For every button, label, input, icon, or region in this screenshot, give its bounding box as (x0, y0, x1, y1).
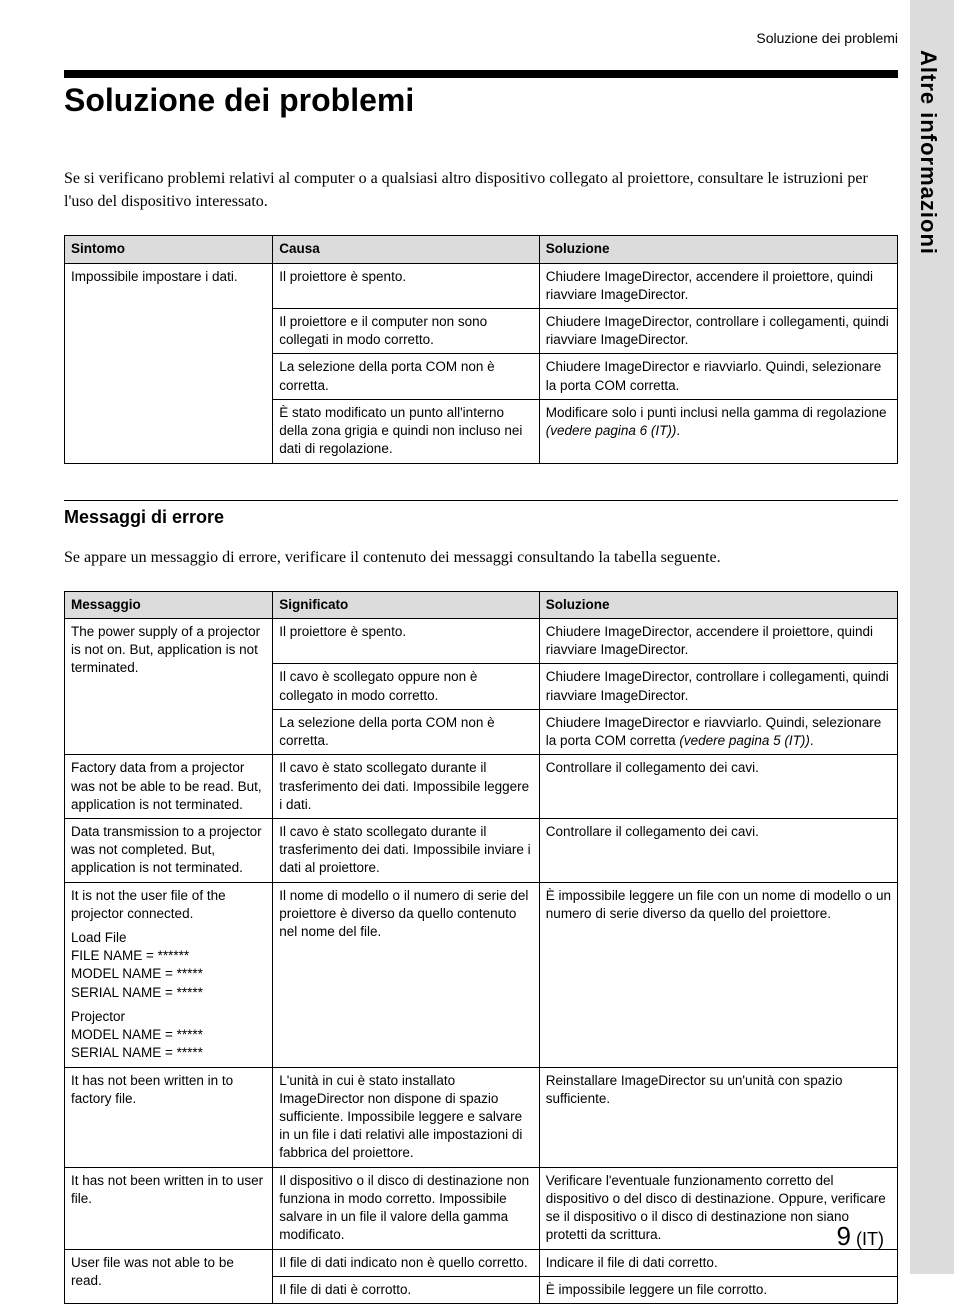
cell-solution: Chiudere ImageDirector, accendere il pro… (539, 618, 897, 663)
messages-table: Messaggio Significato Soluzione The powe… (64, 591, 898, 1304)
symptoms-table: Sintomo Causa Soluzione Impossibile impo… (64, 235, 898, 463)
cell-solution: È impossibile leggere un file corrotto. (539, 1276, 897, 1303)
cell-meaning: L'unità in cui è stato installato ImageD… (273, 1067, 540, 1167)
subsection-title: Messaggi di errore (64, 507, 928, 528)
cell-meaning: Il cavo è stato scollegato durante il tr… (273, 818, 540, 882)
table-row: Impossibile impostare i dati. Il proiett… (65, 263, 898, 308)
cell-message: It is not the user file of the projector… (65, 882, 273, 1067)
cell-symptom: Impossibile impostare i dati. (65, 263, 273, 463)
cell-meaning: Il proiettore è spento. (273, 618, 540, 663)
table-row: Factory data from a projector was not be… (65, 755, 898, 819)
col-header-meaning: Significato (273, 591, 540, 618)
cell-message: It has not been written in to user file. (65, 1167, 273, 1249)
cell-solution: Controllare il collegamento dei cavi. (539, 818, 897, 882)
cell-solution: Chiudere ImageDirector, controllare i co… (539, 309, 897, 354)
page-content: Soluzione dei problemi Soluzione dei pro… (0, 0, 954, 1304)
cell-meaning: Il cavo è stato scollegato durante il tr… (273, 755, 540, 819)
cell-cause: È stato modificato un punto all'interno … (273, 399, 540, 463)
cell-meaning: Il file di dati è corrotto. (273, 1276, 540, 1303)
table-header-row: Messaggio Significato Soluzione (65, 591, 898, 618)
cell-solution: Chiudere ImageDirector e riavviarlo. Qui… (539, 354, 897, 399)
col-header-cause: Causa (273, 236, 540, 263)
intro-paragraph: Se si verificano problemi relativi al co… (64, 167, 898, 213)
subsection-intro: Se appare un messaggio di errore, verifi… (64, 546, 898, 569)
text: . (676, 423, 680, 438)
running-header: Soluzione dei problemi (64, 30, 928, 46)
cell-message: User file was not able to be read. (65, 1249, 273, 1303)
text: Load File FILE NAME = ****** MODEL NAME … (71, 929, 266, 1002)
table-row: It has not been written in to factory fi… (65, 1067, 898, 1167)
cell-solution: Indicare il file di dati corretto. (539, 1249, 897, 1276)
cell-meaning: Il file di dati indicato non è quello co… (273, 1249, 540, 1276)
cell-solution: Chiudere ImageDirector, accendere il pro… (539, 263, 897, 308)
reference-italic: (vedere pagina 6 (IT)) (546, 423, 677, 438)
cell-cause: Il proiettore e il computer non sono col… (273, 309, 540, 354)
title-rule (64, 70, 898, 78)
cell-solution: Chiudere ImageDirector e riavviarlo. Qui… (539, 709, 897, 754)
cell-cause: Il proiettore è spento. (273, 263, 540, 308)
cell-message: The power supply of a projector is not o… (65, 618, 273, 754)
col-header-solution: Soluzione (539, 591, 897, 618)
cell-solution: Reinstallare ImageDirector su un'unità c… (539, 1067, 897, 1167)
table-row: Data transmission to a projector was not… (65, 818, 898, 882)
table-row: User file was not able to be read. Il fi… (65, 1249, 898, 1276)
page-number: 9 (IT) (837, 1221, 884, 1252)
col-header-solution: Soluzione (539, 236, 897, 263)
text: Projector MODEL NAME = ***** SERIAL NAME… (71, 1008, 266, 1063)
cell-cause: La selezione della porta COM non è corre… (273, 354, 540, 399)
cell-solution: Controllare il collegamento dei cavi. (539, 755, 897, 819)
col-header-symptom: Sintomo (65, 236, 273, 263)
table-row: It is not the user file of the projector… (65, 882, 898, 1067)
page-number-digit: 9 (837, 1221, 851, 1251)
text: Modificare solo i punti inclusi nella ga… (546, 405, 887, 420)
reference-italic: (vedere pagina 5 (IT)) (679, 733, 810, 748)
cell-message: It has not been written in to factory fi… (65, 1067, 273, 1167)
cell-meaning: La selezione della porta COM non è corre… (273, 709, 540, 754)
cell-meaning: Il cavo è scollegato oppure non è colleg… (273, 664, 540, 709)
text: . (810, 733, 814, 748)
table-header-row: Sintomo Causa Soluzione (65, 236, 898, 263)
page-number-suffix: (IT) (851, 1229, 884, 1249)
cell-solution: Chiudere ImageDirector, controllare i co… (539, 664, 897, 709)
subsection-rule (64, 500, 898, 501)
cell-solution: Modificare solo i punti inclusi nella ga… (539, 399, 897, 463)
cell-meaning: Il nome di modello o il numero di serie … (273, 882, 540, 1067)
cell-solution: È impossibile leggere un file con un nom… (539, 882, 897, 1067)
cell-message: Factory data from a projector was not be… (65, 755, 273, 819)
text: It is not the user file of the projector… (71, 887, 266, 923)
table-row: It has not been written in to user file.… (65, 1167, 898, 1249)
page-title: Soluzione dei problemi (64, 82, 928, 119)
cell-meaning: Il dispositivo o il disco di destinazion… (273, 1167, 540, 1249)
table-row: The power supply of a projector is not o… (65, 618, 898, 663)
col-header-message: Messaggio (65, 591, 273, 618)
cell-message: Data transmission to a projector was not… (65, 818, 273, 882)
